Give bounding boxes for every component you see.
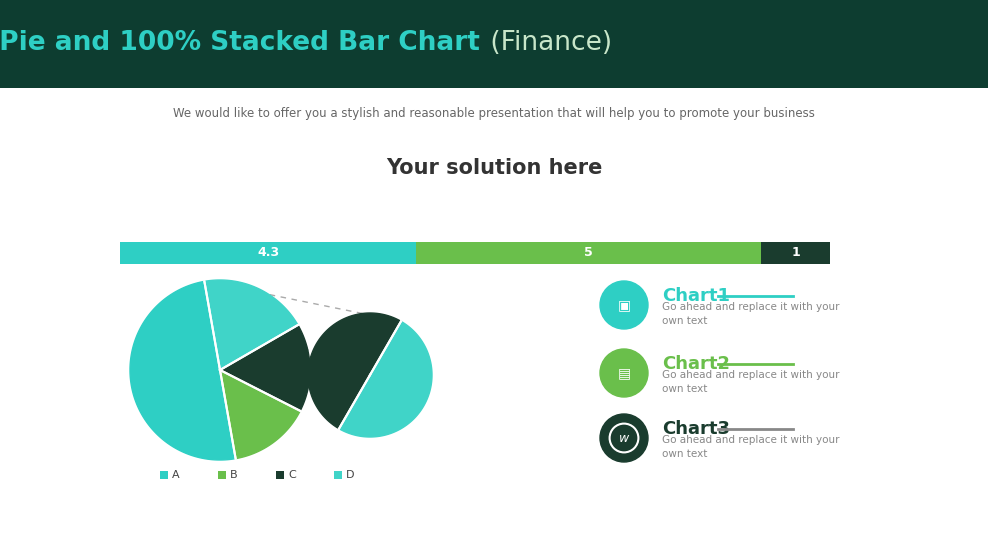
Text: B: B [230, 470, 238, 480]
Polygon shape [220, 370, 300, 459]
Polygon shape [130, 281, 235, 460]
Text: Chart3: Chart3 [662, 420, 730, 438]
Text: ▤: ▤ [618, 366, 630, 380]
Text: 4.3: 4.3 [257, 246, 280, 260]
Bar [416, 242, 761, 264]
Bar [218, 471, 226, 479]
Text: Your solution here: Your solution here [385, 158, 603, 178]
Text: Go ahead and replace it with your
own text: Go ahead and replace it with your own te… [662, 370, 840, 394]
Bar [0, 0, 988, 88]
Bar [120, 242, 416, 264]
Text: 1: 1 [791, 246, 800, 260]
Text: Chart2: Chart2 [662, 355, 730, 373]
Text: (Finance): (Finance) [482, 30, 613, 56]
Text: Go ahead and replace it with your
own text: Go ahead and replace it with your own te… [662, 435, 840, 459]
Text: Chart1: Chart1 [662, 287, 730, 305]
Circle shape [600, 414, 648, 462]
Text: w: w [618, 431, 629, 444]
Text: Go ahead and replace it with your
own text: Go ahead and replace it with your own te… [662, 302, 840, 326]
Circle shape [600, 349, 648, 397]
Bar [334, 471, 342, 479]
Text: We would like to offer you a stylish and reasonable presentation that will help : We would like to offer you a stylish and… [173, 107, 815, 120]
Polygon shape [220, 325, 310, 411]
Text: A: A [172, 470, 180, 480]
Bar [276, 471, 284, 479]
Polygon shape [339, 321, 432, 437]
Text: Pie of Pie and 100% Stacked Bar Chart: Pie of Pie and 100% Stacked Bar Chart [0, 30, 480, 56]
Bar [160, 471, 168, 479]
Bar [761, 242, 830, 264]
Text: ▣: ▣ [618, 298, 630, 312]
Polygon shape [205, 280, 298, 370]
Text: D: D [346, 470, 355, 480]
Text: C: C [288, 470, 295, 480]
Polygon shape [308, 313, 401, 429]
Circle shape [600, 281, 648, 329]
Text: 5: 5 [584, 246, 593, 260]
